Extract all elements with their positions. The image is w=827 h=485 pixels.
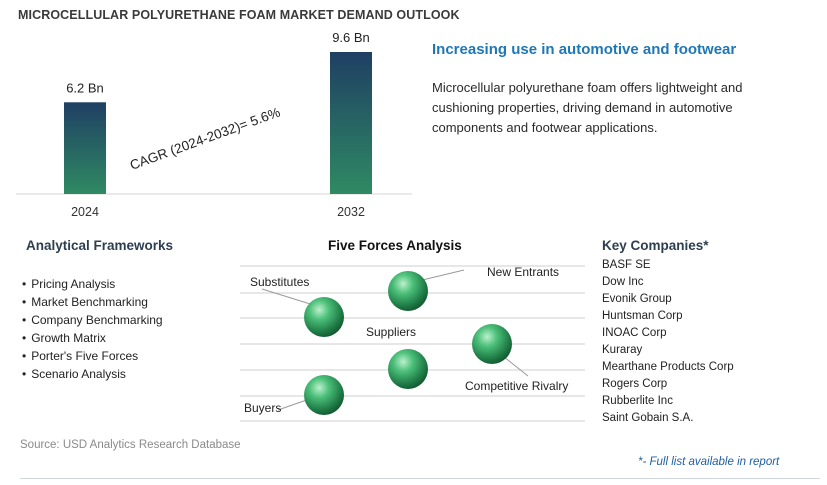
label-new-entrants: New Entrants	[487, 265, 559, 279]
list-item: Pricing Analysis	[22, 275, 163, 293]
sphere-competitive-rivalry	[472, 324, 512, 364]
list-item: Growth Matrix	[22, 329, 163, 347]
list-item: Saint Gobain S.A.	[602, 412, 694, 424]
list-item: Mearthane Products Corp	[602, 361, 734, 373]
list-item: Kuraray	[602, 344, 643, 356]
x-tick-label: 2024	[71, 205, 99, 219]
source-note: Source: USD Analytics Research Database	[20, 439, 241, 451]
list-item: Porter's Five Forces	[22, 347, 163, 365]
list-item: INOAC Corp	[602, 327, 667, 339]
list-item: Evonik Group	[602, 293, 672, 305]
list-item: Dow Inc	[602, 276, 644, 288]
frameworks-title: Analytical Frameworks	[26, 238, 174, 253]
bottom-divider	[20, 478, 820, 479]
five-forces-title: Five Forces Analysis	[328, 238, 462, 253]
bar-2032	[330, 52, 372, 194]
list-item: Market Benchmarking	[22, 293, 163, 311]
companies-title: Key Companies*	[602, 238, 709, 253]
bar-2024	[64, 102, 106, 194]
full-list-link[interactable]: *- Full list available in report	[638, 456, 780, 468]
label-suppliers: Suppliers	[366, 325, 416, 339]
sphere-suppliers	[388, 349, 428, 389]
highlight-headline: Increasing use in automotive and footwea…	[432, 41, 737, 58]
list-item: BASF SE	[602, 259, 651, 271]
companies-list: BASF SE Dow Inc Evonik Group Huntsman Co…	[602, 257, 734, 427]
list-item: Rubberlite Inc	[602, 395, 673, 407]
x-tick-label: 2032	[337, 205, 365, 219]
list-item: Huntsman Corp	[602, 310, 683, 322]
label-substitutes: Substitutes	[250, 275, 309, 289]
bar-value-label: 9.6 Bn	[332, 30, 370, 45]
sphere-substitutes	[304, 297, 344, 337]
list-item: Company Benchmarking	[22, 311, 162, 329]
list-item: Rogers Corp	[602, 378, 668, 390]
page-title: MICROCELLULAR POLYURETHANE FOAM MARKET D…	[18, 8, 460, 22]
sphere-buyers	[304, 375, 344, 415]
highlight-description: Microcellular polyurethane foam offers l…	[432, 80, 743, 135]
bar-value-label: 6.2 Bn	[66, 80, 104, 95]
list-item: Scenario Analysis	[22, 365, 163, 383]
five-forces-diagram: Substitutes New Entrants Suppliers Compe…	[240, 265, 585, 422]
label-buyers: Buyers	[244, 401, 281, 415]
sphere-new-entrants	[388, 271, 428, 311]
label-competitive-rivalry: Competitive Rivalry	[465, 379, 568, 393]
frameworks-list: Pricing Analysis Market Benchmarking Com…	[22, 275, 163, 383]
